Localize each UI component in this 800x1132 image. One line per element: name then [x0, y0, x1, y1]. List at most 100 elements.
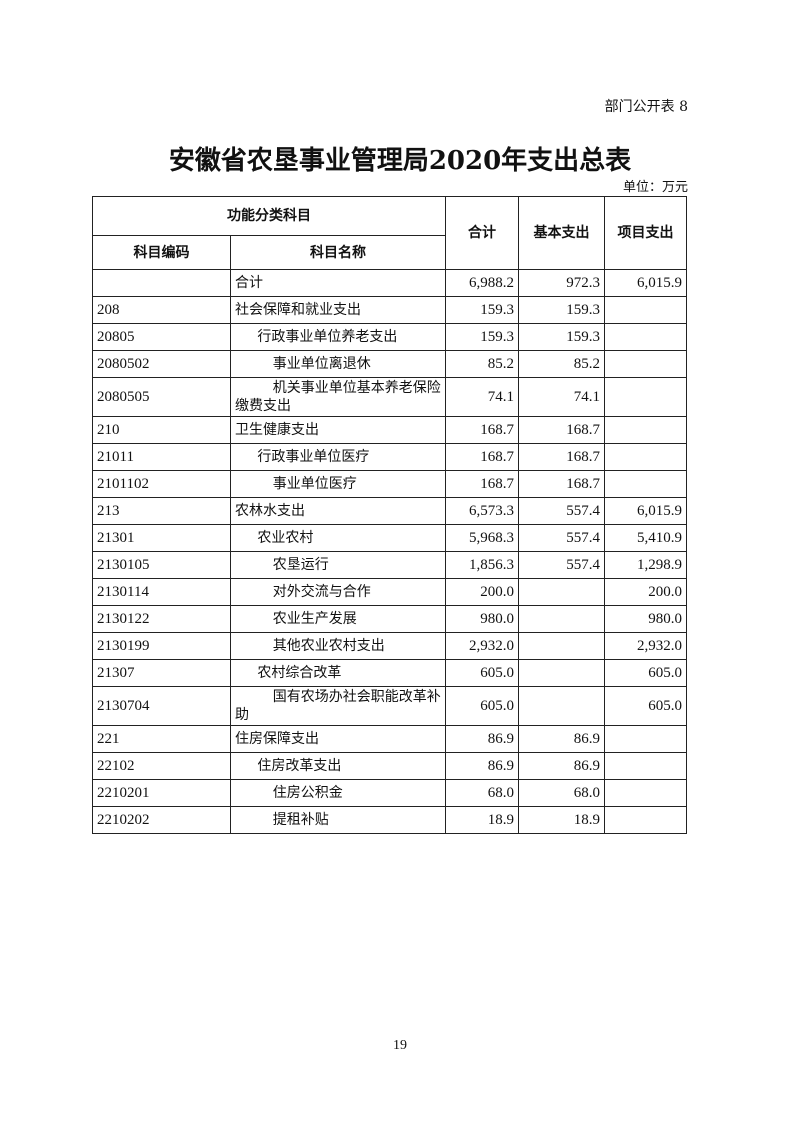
row-basic — [518, 578, 605, 606]
row-name: 事业单位医疗 — [230, 470, 446, 498]
row-code: 2130122 — [92, 605, 231, 633]
row-basic — [518, 605, 605, 633]
table-row: 2130114 对外交流与合作 200.0 200.0 — [92, 578, 687, 606]
row-project: 6,015.9 — [604, 269, 687, 297]
row-name: 行政事业单位养老支出 — [230, 323, 446, 351]
row-name: 卫生健康支出 — [230, 416, 446, 444]
row-project — [604, 443, 687, 471]
table-row: 2080502 事业单位离退休 85.2 85.2 — [92, 350, 687, 378]
row-name: 对外交流与合作 — [230, 578, 446, 606]
table-row: 21301 农业农村 5,968.3 557.4 5,410.9 — [92, 524, 687, 552]
table-row: 20805 行政事业单位养老支出 159.3 159.3 — [92, 323, 687, 351]
row-total: 6,573.3 — [445, 497, 519, 525]
row-basic: 86.9 — [518, 725, 605, 753]
row-total: 68.0 — [445, 779, 519, 807]
row-total: 18.9 — [445, 806, 519, 834]
row-code: 2130199 — [92, 632, 231, 660]
row-project — [604, 350, 687, 378]
row-name: 机关事业单位基本养老保险缴费支出 — [230, 377, 446, 417]
row-name: 提租补贴 — [230, 806, 446, 834]
row-basic: 74.1 — [518, 377, 605, 417]
row-total: 200.0 — [445, 578, 519, 606]
row-name: 住房改革支出 — [230, 752, 446, 780]
row-total: 168.7 — [445, 443, 519, 471]
row-code: 221 — [92, 725, 231, 753]
row-code: 210 — [92, 416, 231, 444]
header-code: 科目编码 — [92, 235, 231, 270]
row-name: 住房保障支出 — [230, 725, 446, 753]
row-total: 85.2 — [445, 350, 519, 378]
row-name: 社会保障和就业支出 — [230, 296, 446, 324]
row-code: 22102 — [92, 752, 231, 780]
row-name: 行政事业单位医疗 — [230, 443, 446, 471]
row-total: 605.0 — [445, 686, 519, 726]
row-project — [604, 725, 687, 753]
row-basic: 168.7 — [518, 443, 605, 471]
row-name: 其他农业农村支出 — [230, 632, 446, 660]
row-total: 86.9 — [445, 725, 519, 753]
row-code: 2130105 — [92, 551, 231, 579]
row-code: 21011 — [92, 443, 231, 471]
header-project: 项目支出 — [604, 196, 687, 270]
row-basic: 18.9 — [518, 806, 605, 834]
table-row: 22102 住房改革支出 86.9 86.9 — [92, 752, 687, 780]
row-code: 2210202 — [92, 806, 231, 834]
row-code: 21301 — [92, 524, 231, 552]
row-name: 农垦运行 — [230, 551, 446, 579]
row-basic: 557.4 — [518, 524, 605, 552]
row-code: 2080502 — [92, 350, 231, 378]
table-row: 2210202 提租补贴 18.9 18.9 — [92, 806, 687, 834]
table-row: 21011 行政事业单位医疗 168.7 168.7 — [92, 443, 687, 471]
row-project: 6,015.9 — [604, 497, 687, 525]
row-total: 2,932.0 — [445, 632, 519, 660]
row-basic: 168.7 — [518, 416, 605, 444]
row-name: 住房公积金 — [230, 779, 446, 807]
table-row: 2101102 事业单位医疗 168.7 168.7 — [92, 470, 687, 498]
row-project: 2,932.0 — [604, 632, 687, 660]
row-basic — [518, 659, 605, 687]
table-row: 2130105 农垦运行 1,856.3 557.4 1,298.9 — [92, 551, 687, 579]
row-basic: 557.4 — [518, 497, 605, 525]
row-basic — [518, 686, 605, 726]
row-name: 国有农场办社会职能改革补助 — [230, 686, 446, 726]
page-number: 19 — [393, 1038, 407, 1053]
row-name: 农业农村 — [230, 524, 446, 552]
table-body: 合计 6,988.2 972.3 6,015.9 208 社会保障和就业支出 159.3 15… — [92, 269, 687, 834]
row-project: 1,298.9 — [604, 551, 687, 579]
form-number: 部门公开表 8 — [604, 99, 688, 115]
row-project: 980.0 — [604, 605, 687, 633]
row-total: 6,988.2 — [445, 269, 519, 297]
row-total: 980.0 — [445, 605, 519, 633]
row-code: 208 — [92, 296, 231, 324]
table-row: 208 社会保障和就业支出 159.3 159.3 — [92, 296, 687, 324]
row-total: 168.7 — [445, 416, 519, 444]
row-basic — [518, 632, 605, 660]
table-row: 2210201 住房公积金 68.0 68.0 — [92, 779, 687, 807]
row-project: 605.0 — [604, 686, 687, 726]
row-total: 74.1 — [445, 377, 519, 417]
row-basic: 68.0 — [518, 779, 605, 807]
row-code: 20805 — [92, 323, 231, 351]
row-name: 农业生产发展 — [230, 605, 446, 633]
row-total: 168.7 — [445, 470, 519, 498]
row-total: 1,856.3 — [445, 551, 519, 579]
row-basic: 159.3 — [518, 323, 605, 351]
row-project: 605.0 — [604, 659, 687, 687]
row-total: 5,968.3 — [445, 524, 519, 552]
table-row: 21307 农村综合改革 605.0 605.0 — [92, 659, 687, 687]
header-basic: 基本支出 — [518, 196, 605, 270]
row-name: 合计 — [230, 269, 446, 297]
row-total: 605.0 — [445, 659, 519, 687]
page-title: 安徽省农垦事业管理局2020年支出总表 — [168, 146, 632, 176]
expenditure-table: 功能分类科目 合计 基本支出 项目支出 科目编码 科目名称 合计 6,988.2 9… — [92, 196, 687, 834]
table-row: 2130199 其他农业农村支出 2,932.0 2,932.0 — [92, 632, 687, 660]
row-basic: 168.7 — [518, 470, 605, 498]
row-basic: 85.2 — [518, 350, 605, 378]
row-project — [604, 779, 687, 807]
row-basic: 159.3 — [518, 296, 605, 324]
row-total: 86.9 — [445, 752, 519, 780]
row-basic: 86.9 — [518, 752, 605, 780]
row-code: 2130704 — [92, 686, 231, 726]
row-code: 2080505 — [92, 377, 231, 417]
row-project — [604, 296, 687, 324]
